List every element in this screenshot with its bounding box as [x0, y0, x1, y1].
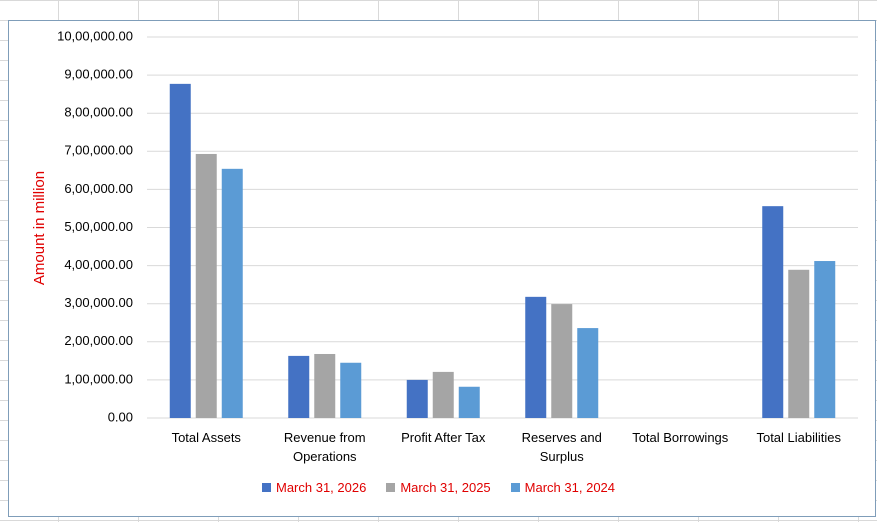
- bar: [525, 296, 547, 418]
- y-axis-label: Amount in million: [31, 171, 48, 285]
- bar: [814, 261, 836, 418]
- bar: [221, 168, 243, 418]
- bar: [195, 153, 217, 419]
- x-tick-label: Total Liabilities: [756, 430, 842, 445]
- y-tick-label: 5,00,000.00: [64, 219, 133, 234]
- y-tick-label: 2,00,000.00: [64, 333, 133, 348]
- legend-swatch: [261, 483, 271, 492]
- bar: [406, 379, 428, 418]
- y-tick-label: 8,00,000.00: [64, 105, 133, 120]
- bar: [762, 206, 784, 418]
- legend-swatch: [510, 483, 520, 492]
- y-tick-label: 10,00,000.00: [57, 28, 133, 43]
- x-tick-label: Total Borrowings: [632, 430, 729, 445]
- y-tick-label: 6,00,000.00: [64, 181, 133, 196]
- bar: [458, 386, 480, 418]
- y-tick-label: 9,00,000.00: [64, 67, 133, 82]
- legend-item: March 31, 2026: [261, 480, 367, 495]
- y-tick-label: 1,00,000.00: [64, 371, 133, 386]
- legend-label: March 31, 2026: [275, 480, 367, 495]
- legend-item: March 31, 2025: [386, 480, 491, 495]
- x-tick-label: Revenue from Operations: [283, 430, 366, 464]
- legend-label: March 31, 2024: [524, 480, 616, 495]
- y-tick-label: 3,00,000.00: [64, 295, 133, 310]
- legend-label: March 31, 2025: [400, 480, 491, 495]
- y-tick-label: 4,00,000.00: [64, 257, 133, 272]
- bar: [788, 269, 810, 418]
- chart-area: [8, 20, 876, 517]
- legend-item: March 31, 2024: [510, 480, 616, 495]
- y-tick-label: 7,00,000.00: [64, 143, 133, 158]
- x-tick-label: Reserves and Surplus: [521, 430, 602, 464]
- bar: [577, 328, 599, 418]
- bar: [340, 362, 362, 418]
- bar: [551, 304, 573, 418]
- bar: [432, 371, 454, 418]
- legend: March 31, 2026 March 31, 2025 March 31, 20…: [0, 480, 877, 495]
- bar: [169, 83, 191, 418]
- bar: [314, 353, 336, 418]
- y-tick-label: 0.00: [108, 409, 133, 424]
- bar: [288, 355, 310, 418]
- legend-swatch: [386, 483, 396, 492]
- x-tick-label: Profit After Tax: [401, 430, 486, 445]
- x-tick-label: Total Assets: [171, 430, 241, 445]
